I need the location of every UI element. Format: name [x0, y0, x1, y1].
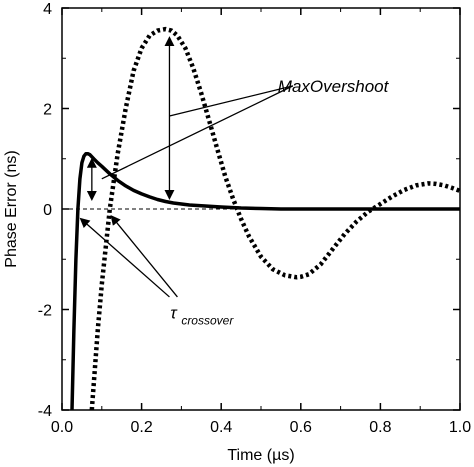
x-tick-label: 1.0: [449, 419, 471, 436]
y-tick-label: -4: [38, 403, 52, 420]
y-tick-label: -2: [38, 303, 52, 320]
arrow-crossover-solid: [79, 217, 170, 298]
annotations: [79, 36, 294, 298]
axes: 0.0 0.2 0.4 0.6 0.8 1.0 -4 -2 0 2 4: [38, 1, 471, 436]
y-axis-label: Phase Error (ns): [3, 150, 20, 267]
y-tick-label: 4: [43, 1, 52, 18]
annotation-tau-subscript: crossover: [181, 314, 234, 328]
x-tick-label: 0.2: [130, 419, 152, 436]
leader-maxovershoot-2: [101, 85, 294, 180]
leader-maxovershoot-1: [169, 85, 293, 117]
x-tick-label: 0.4: [210, 419, 232, 436]
y-tick-label: 2: [43, 102, 52, 119]
arrow-crossover-dotted: [110, 214, 178, 298]
y-tick-label: 0: [43, 202, 52, 219]
plot-area: [62, 26, 461, 411]
x-axis-label: Time (µs): [227, 447, 294, 464]
annotation-tau-crossover: τ crossover: [170, 304, 234, 328]
annotation-tau-symbol: τ: [170, 304, 178, 323]
series-line-solid: [70, 151, 460, 411]
x-tick-label: 0.6: [290, 419, 312, 436]
x-tick-label: 0.8: [369, 419, 391, 436]
series-line-dotted: [89, 26, 461, 411]
annotation-maxovershoot: MaxOvershoot: [278, 77, 390, 96]
x-tick-label: 0.0: [51, 419, 73, 436]
